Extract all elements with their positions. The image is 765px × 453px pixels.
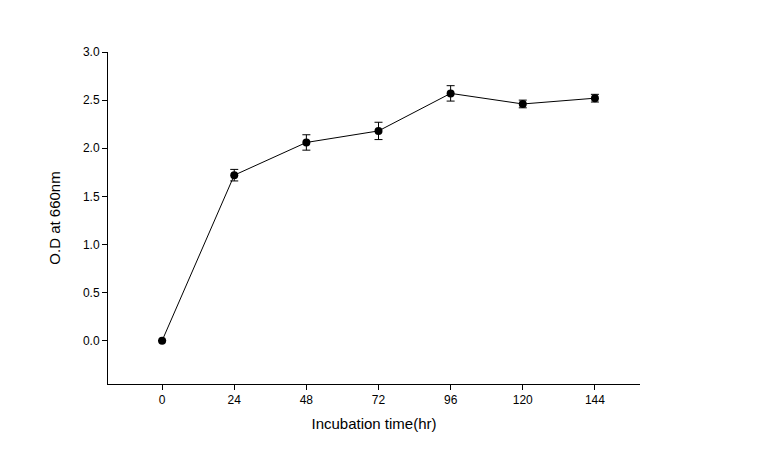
svg-text:0: 0 — [159, 393, 166, 407]
svg-text:1.5: 1.5 — [83, 190, 100, 204]
svg-text:2.5: 2.5 — [83, 93, 100, 107]
svg-text:Incubation time(hr): Incubation time(hr) — [311, 415, 436, 432]
svg-text:48: 48 — [300, 393, 314, 407]
svg-text:3.0: 3.0 — [83, 45, 100, 59]
svg-text:144: 144 — [585, 393, 605, 407]
svg-text:0.5: 0.5 — [83, 286, 100, 300]
svg-text:1.0: 1.0 — [83, 238, 100, 252]
svg-text:24: 24 — [228, 393, 242, 407]
svg-text:120: 120 — [513, 393, 533, 407]
svg-text:2.0: 2.0 — [83, 141, 100, 155]
svg-text:O.D at 660nm: O.D at 660nm — [46, 171, 63, 264]
svg-text:72: 72 — [372, 393, 386, 407]
svg-text:0.0: 0.0 — [83, 334, 100, 348]
svg-text:96: 96 — [444, 393, 458, 407]
